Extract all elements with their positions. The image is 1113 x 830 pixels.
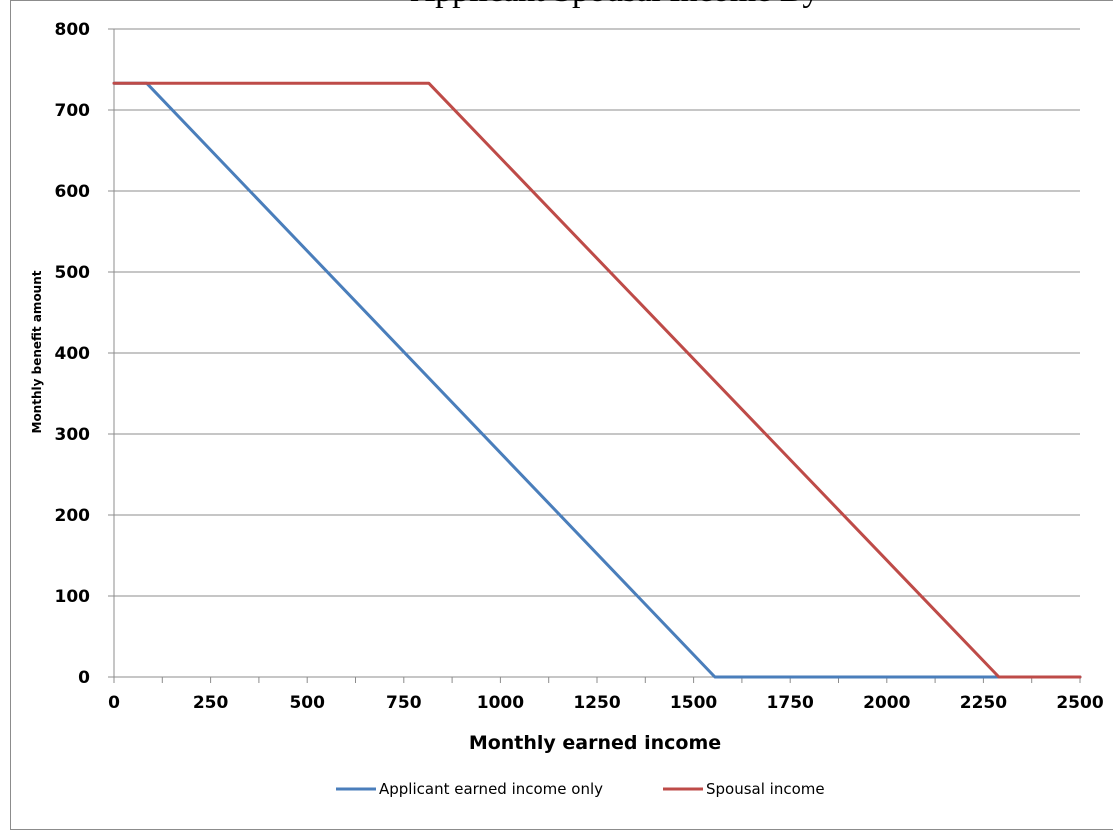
series-line-0 xyxy=(112,81,1082,679)
y-tick-label: 0 xyxy=(78,668,90,688)
axes xyxy=(108,28,1081,683)
legend-label: Applicant earned income only xyxy=(379,780,603,798)
y-axis-title: Monthly benefit amount xyxy=(30,270,44,433)
x-tick-label: 750 xyxy=(386,693,422,713)
x-tick-label: 2000 xyxy=(863,693,910,713)
y-tick-label: 700 xyxy=(55,101,91,121)
legend: Applicant earned income only Spousal inco… xyxy=(336,780,825,798)
gridlines xyxy=(114,28,1080,597)
chart-title: Applicant Spousal Income By xyxy=(411,0,820,9)
x-tick-label: 1250 xyxy=(573,693,620,713)
x-tick-label: 250 xyxy=(193,693,229,713)
x-axis-title: Monthly earned income xyxy=(469,732,721,754)
x-tick-label: 500 xyxy=(289,693,325,713)
legend-label: Spousal income xyxy=(706,780,825,798)
x-tick-label: 2250 xyxy=(960,693,1007,713)
y-tick-label: 600 xyxy=(55,182,91,202)
x-tick-label: 1000 xyxy=(477,693,524,713)
data-series xyxy=(112,81,1082,679)
x-tick-label: 2500 xyxy=(1056,693,1103,713)
y-tick-label: 200 xyxy=(55,506,91,526)
y-tick-label: 500 xyxy=(55,263,91,283)
y-tick-label: 300 xyxy=(55,425,91,445)
y-tick-label: 800 xyxy=(55,20,91,40)
x-tick-label: 1750 xyxy=(767,693,814,713)
x-tick-label: 1500 xyxy=(670,693,717,713)
tick-labels: 0 100 200 300 400 500 600 700 800 0 250 500 750 1000 1… xyxy=(55,20,1104,713)
y-tick-label: 100 xyxy=(55,587,91,607)
y-tick-label: 400 xyxy=(55,344,91,364)
series-line-1 xyxy=(112,81,1082,679)
x-tick-label: 0 xyxy=(108,693,120,713)
